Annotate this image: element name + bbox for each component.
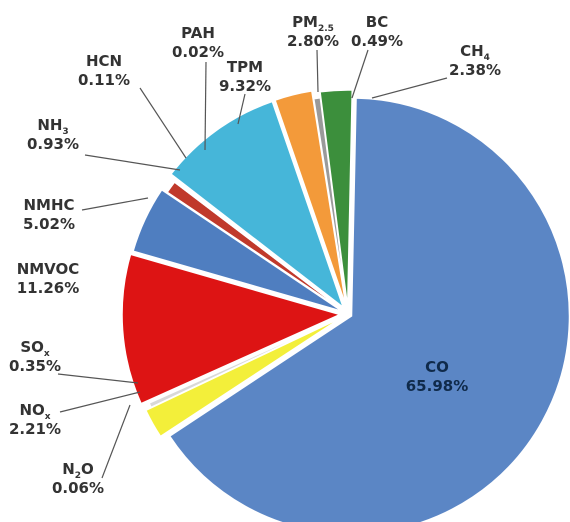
slice-label-nmvoc: NMVOC [17, 260, 80, 278]
slice-label-tpm: TPM [227, 58, 263, 76]
leader-line-nmhc [81, 197, 149, 211]
pie-slice-pah [174, 179, 349, 315]
leader-line-pm25 [316, 49, 319, 93]
slice-label-nox: NOx [19, 401, 50, 422]
pie-slice-co [168, 97, 570, 522]
leader-line-bc [351, 49, 369, 99]
slice-value-hcn: 0.11% [78, 71, 130, 89]
slice-label-n2o: N2O [62, 460, 94, 481]
slices-group [121, 89, 570, 522]
slice-value-pah: 0.02% [172, 43, 224, 61]
slice-value-sox: 0.35% [9, 357, 61, 375]
leader-line-sox [57, 373, 139, 384]
slice-label-nh3: NH3 [37, 116, 68, 137]
leader-line-ch4 [371, 77, 448, 99]
pie-slice-pm25 [274, 90, 347, 307]
leader-line-nh3 [84, 154, 181, 171]
slice-value-nmvoc: 11.26% [17, 279, 79, 297]
slice-value-nh3: 0.93% [27, 135, 79, 153]
leader-line-n2o [101, 404, 131, 479]
slice-value-co: 65.98% [406, 377, 468, 395]
slice-label-ch4: CH4 [460, 42, 490, 63]
slice-value-tpm: 9.32% [219, 77, 271, 95]
slice-value-ch4: 2.38% [449, 61, 501, 79]
pie-slice-nmhc [132, 188, 343, 313]
slice-label-sox: SOx [20, 338, 50, 359]
slice-label-pah: PAH [181, 24, 215, 42]
leader-line-tpm [237, 93, 246, 125]
pie-slice-nox [144, 316, 344, 438]
leader-lines-group [57, 49, 448, 479]
slice-value-nox: 2.21% [9, 420, 61, 438]
slice-value-bc: 0.49% [351, 32, 403, 50]
pie-slice-ch4 [319, 89, 354, 309]
pie-slice-nmvoc [121, 253, 343, 405]
slice-label-co: CO [425, 358, 449, 376]
leader-line-nox [59, 391, 141, 413]
slice-value-pm25: 2.80% [287, 32, 339, 50]
slice-label-hcn: HCN [86, 52, 122, 70]
slice-label-pm25: PM2.5 [292, 13, 334, 34]
leader-line-hcn [139, 87, 187, 159]
slice-value-nmhc: 5.02% [23, 215, 75, 233]
slice-value-n2o: 0.06% [52, 479, 104, 497]
slice-label-bc: BC [366, 13, 388, 31]
leader-line-pah [204, 61, 207, 151]
pie-slice-sox [148, 313, 349, 409]
slice-label-nmhc: NMHC [23, 196, 74, 214]
